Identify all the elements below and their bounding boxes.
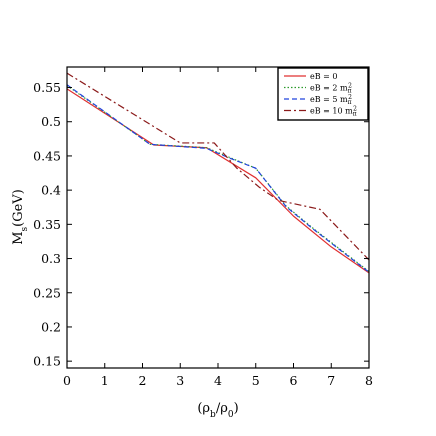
legend-label-1: eB = 2 mπ2 (310, 82, 352, 94)
x-tick-label: 3 (176, 373, 184, 388)
series-line-3 (66, 72, 370, 261)
y-tick-label: 0.25 (33, 285, 61, 300)
x-tick-label: 5 (252, 373, 260, 388)
y-tick-label: 0.2 (41, 319, 61, 334)
x-tick-label: 7 (327, 373, 335, 388)
x-tick-label: 4 (214, 373, 222, 388)
y-tick-label: 0.4 (41, 183, 61, 198)
x-tick-label: 1 (101, 373, 109, 388)
y-tick-label: 0.55 (33, 80, 61, 95)
legend-label-3: eB = 10 mπ2 (310, 105, 357, 117)
x-tick-label: 0 (63, 373, 71, 388)
legend-box (277, 67, 369, 121)
plot-marks (66, 72, 370, 274)
y-tick-label: 0.5 (41, 114, 61, 129)
x-tick-label: 6 (290, 373, 298, 388)
y-tick-label: 0.15 (33, 354, 61, 369)
legend-label-2: eB = 5 mπ2 (310, 94, 352, 106)
y-tick-label: 0.35 (33, 217, 61, 232)
series-line-2 (66, 84, 370, 273)
x-tick-label: 2 (139, 373, 147, 388)
legend-label-0: eB = 0 (310, 72, 338, 81)
x-axis-label: (ρb/ρ0) (197, 401, 238, 420)
axis-ticks: 0 1 2 3 4 5 6 7 8 0.15 0.2 0.25 0.3 0.35 0.4 0.45 0.5 0.5… (33, 67, 373, 388)
y-tick-label: 0.3 (41, 251, 61, 266)
y-axis-label: Ms(GeV) (11, 189, 30, 245)
x-tick-label: 8 (365, 373, 373, 388)
y-tick-label: 0.45 (33, 148, 61, 163)
